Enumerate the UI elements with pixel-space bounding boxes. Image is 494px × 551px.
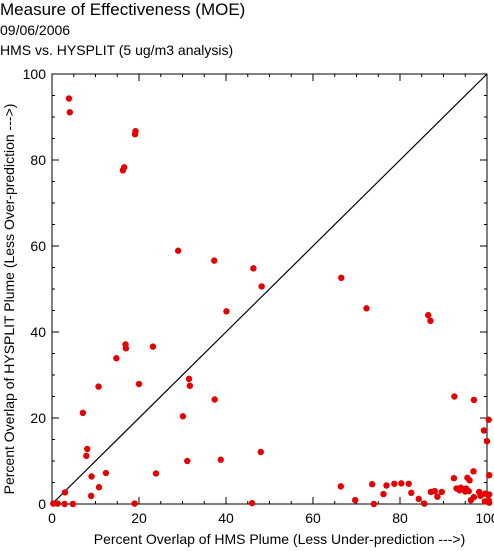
data-points bbox=[50, 95, 493, 508]
data-point bbox=[470, 396, 478, 404]
data-point bbox=[427, 317, 434, 325]
data-point bbox=[383, 482, 390, 489]
data-point bbox=[88, 473, 95, 480]
data-point bbox=[421, 500, 428, 507]
data-point bbox=[84, 445, 91, 453]
data-point bbox=[467, 496, 475, 504]
x-tick-label: 60 bbox=[305, 510, 321, 526]
x-axis-label: Percent Overlap of HMS Plume (Less Under… bbox=[94, 531, 466, 547]
data-point bbox=[380, 490, 387, 498]
data-point bbox=[427, 488, 435, 496]
data-point bbox=[50, 500, 57, 507]
data-point bbox=[408, 489, 415, 497]
data-point bbox=[66, 109, 74, 116]
data-point bbox=[119, 167, 127, 174]
chart-date: 09/06/2006 bbox=[0, 22, 71, 38]
data-point bbox=[61, 489, 69, 496]
data-point bbox=[102, 469, 110, 477]
data-point bbox=[485, 499, 493, 506]
data-point bbox=[483, 438, 491, 445]
data-point bbox=[122, 345, 130, 352]
data-point bbox=[174, 247, 182, 254]
data-point bbox=[211, 257, 218, 264]
data-point bbox=[351, 496, 359, 504]
y-tick-label: 40 bbox=[30, 324, 46, 340]
chart-subtitle: HMS vs. HYSPLIT (5 ug/m3 analysis) bbox=[0, 42, 234, 58]
data-point bbox=[451, 393, 458, 400]
data-point bbox=[477, 492, 484, 500]
data-point bbox=[69, 500, 77, 508]
data-point bbox=[338, 274, 345, 282]
data-point bbox=[184, 457, 191, 465]
y-tick-label: 0 bbox=[38, 496, 46, 512]
data-point bbox=[485, 491, 493, 498]
data-point bbox=[415, 495, 422, 503]
data-point bbox=[79, 409, 87, 417]
data-point bbox=[185, 375, 193, 383]
data-point bbox=[250, 265, 257, 272]
data-point bbox=[485, 416, 492, 423]
data-point bbox=[61, 500, 68, 508]
data-point bbox=[466, 477, 473, 484]
data-point bbox=[258, 283, 265, 290]
data-point bbox=[480, 427, 488, 434]
chart-title: Measure of Effectiveness (MOE) bbox=[0, 0, 246, 19]
data-point bbox=[465, 487, 472, 495]
data-point bbox=[370, 500, 378, 508]
x-tick-label: 100 bbox=[475, 510, 494, 526]
data-point bbox=[149, 343, 157, 350]
data-point bbox=[405, 480, 412, 487]
x-tick-label: 80 bbox=[392, 510, 408, 526]
data-point bbox=[485, 471, 493, 479]
data-point bbox=[131, 131, 139, 138]
x-tick-label: 0 bbox=[48, 510, 56, 526]
data-point bbox=[425, 312, 432, 319]
data-point bbox=[363, 305, 370, 312]
data-point bbox=[438, 488, 445, 496]
data-point bbox=[65, 95, 73, 102]
data-point bbox=[223, 308, 230, 315]
data-point bbox=[87, 492, 95, 500]
data-point bbox=[211, 396, 218, 403]
data-point bbox=[95, 484, 103, 491]
data-point bbox=[131, 500, 138, 507]
data-point bbox=[135, 380, 143, 388]
data-point bbox=[391, 480, 398, 487]
data-point bbox=[368, 481, 376, 488]
data-point bbox=[456, 487, 463, 494]
data-point bbox=[83, 452, 90, 460]
data-point bbox=[186, 382, 194, 389]
data-point bbox=[248, 499, 256, 507]
data-point bbox=[179, 413, 187, 420]
y-tick-label: 100 bbox=[23, 66, 47, 82]
data-point bbox=[113, 355, 120, 362]
data-point bbox=[95, 383, 102, 390]
data-point bbox=[450, 475, 458, 482]
data-point bbox=[337, 483, 345, 490]
y-tick-label: 20 bbox=[30, 410, 46, 426]
y-tick-label: 80 bbox=[30, 152, 46, 168]
x-tick-label: 40 bbox=[218, 510, 234, 526]
axis-tick-labels: 0 20 40 60 80 100 0 20 40 60 80 100 bbox=[23, 66, 494, 526]
data-point bbox=[217, 456, 224, 463]
one-to-one-diagonal-line bbox=[51, 73, 488, 505]
data-point bbox=[257, 448, 264, 456]
y-axis-label: Percent Overlap of HYSPLIT Plume (Less O… bbox=[1, 104, 17, 495]
x-tick-label: 20 bbox=[131, 510, 147, 526]
data-point bbox=[398, 480, 405, 487]
data-point bbox=[152, 470, 160, 477]
y-tick-label: 60 bbox=[30, 238, 46, 254]
data-point bbox=[434, 493, 441, 500]
data-point bbox=[470, 468, 477, 475]
